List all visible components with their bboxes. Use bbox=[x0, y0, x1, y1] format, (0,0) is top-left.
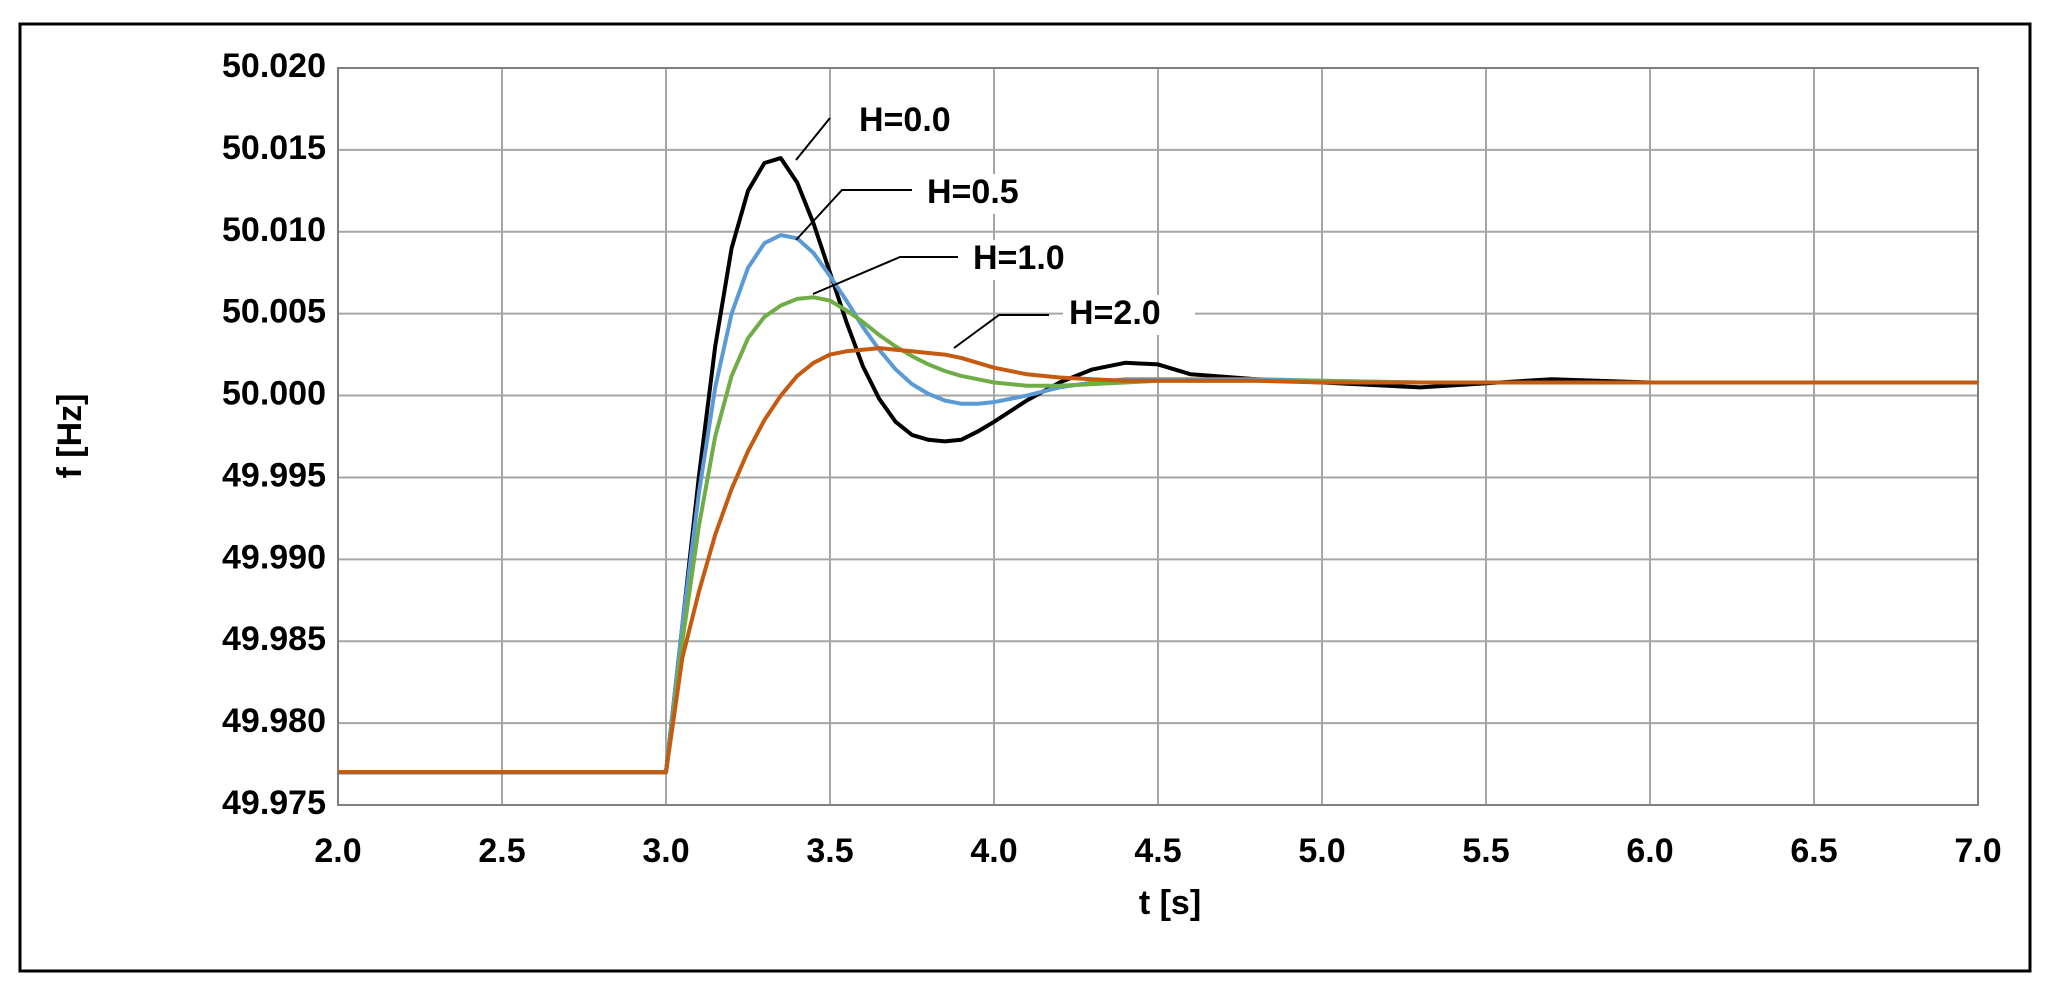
plot-frame bbox=[337, 67, 1979, 806]
x-tick-label: 5.0 bbox=[1298, 832, 1345, 870]
y-tick-label: 50.010 bbox=[222, 211, 326, 249]
x-tick-label: 4.5 bbox=[1134, 832, 1181, 870]
y-tick-label: 49.985 bbox=[222, 620, 326, 658]
series-label: H=0.0 bbox=[859, 101, 951, 139]
series-label-bg bbox=[1063, 295, 1195, 335]
y-tick-label: 50.020 bbox=[222, 47, 326, 85]
series-label-bg bbox=[921, 174, 1053, 214]
y-tick-label: 50.015 bbox=[222, 129, 326, 167]
x-tick-label: 3.0 bbox=[642, 832, 689, 870]
series-line bbox=[338, 346, 1978, 775]
y-tick-label: 50.005 bbox=[222, 293, 326, 331]
series-label: H=2.0 bbox=[1069, 294, 1161, 332]
x-tick-label: 2.0 bbox=[314, 832, 361, 870]
y-tick-label: 49.990 bbox=[222, 538, 326, 576]
x-tick-label: 4.0 bbox=[970, 832, 1017, 870]
x-tick-label: 2.5 bbox=[478, 832, 525, 870]
x-tick-label: 3.5 bbox=[806, 832, 853, 870]
series-label-bg bbox=[853, 102, 985, 142]
x-tick-label: 6.5 bbox=[1790, 832, 1837, 870]
leader-line bbox=[795, 189, 912, 241]
leader-line bbox=[812, 256, 958, 295]
x-tick-label: 5.5 bbox=[1462, 832, 1509, 870]
chart-border bbox=[18, 22, 2032, 973]
series-label-bg bbox=[967, 240, 1099, 280]
y-tick-label: 49.975 bbox=[222, 784, 326, 822]
leader-line bbox=[795, 117, 831, 161]
x-tick-label: 6.0 bbox=[1626, 832, 1673, 870]
x-tick-label: 7.0 bbox=[1954, 832, 2001, 870]
y-tick-label: 50.000 bbox=[222, 375, 326, 413]
y-axis-label: f [Hz] bbox=[51, 394, 89, 479]
series-label: H=1.0 bbox=[973, 239, 1065, 277]
x-axis-label: t [s] bbox=[1139, 884, 1201, 922]
y-tick-label: 49.980 bbox=[222, 702, 326, 740]
leader-line bbox=[953, 314, 1049, 349]
series-label: H=0.5 bbox=[927, 173, 1019, 211]
y-tick-label: 49.995 bbox=[222, 456, 326, 494]
